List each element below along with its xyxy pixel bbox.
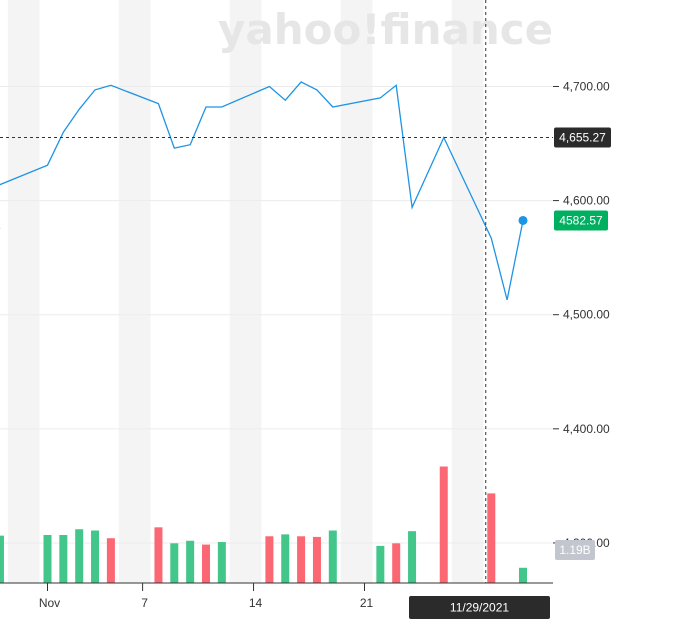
x-tick-label: Nov: [39, 596, 60, 610]
x-tick-label: 21: [360, 596, 374, 610]
volume-bar: [154, 527, 163, 583]
x-axis-ticks: Nov 7 14 21: [39, 583, 374, 610]
volume-label-bg: [555, 540, 595, 560]
y-axis-ticks: 4,700.004,600.004,500.004,400.004,300.00: [553, 79, 610, 550]
last-price-label-bg: [554, 210, 608, 231]
volume-bar: [0, 535, 4, 583]
weekend-band: [340, 0, 373, 583]
volume-bar: [186, 540, 195, 583]
volume-bar: [392, 543, 401, 583]
volume-bar: [439, 466, 448, 583]
volume-bar: [312, 536, 321, 583]
volume-bar: [487, 493, 496, 583]
weekend-bands: [7, 0, 484, 583]
weekend-band: [118, 0, 151, 583]
volume-bar: [281, 534, 290, 583]
volume-bar: [265, 536, 274, 583]
volume-bar: [408, 531, 417, 583]
price-line: [0, 81, 524, 301]
crosshair-price-label-bg: [554, 127, 611, 148]
volume-bar: [170, 543, 179, 583]
last-price-label: 4582.57: [559, 213, 603, 227]
volume-bar: [43, 535, 52, 583]
volume-bar: [376, 545, 385, 583]
y-tick-label: 4,700.00: [563, 79, 610, 93]
weekend-band: [7, 0, 40, 583]
volume-bar: [59, 535, 68, 583]
volume-bar: [519, 567, 527, 583]
crosshair-price-label: 4,655.27: [559, 131, 606, 145]
last-price-dot: [518, 215, 528, 225]
weekend-band: [229, 0, 262, 583]
y-tick-label: 4,600.00: [563, 194, 610, 208]
weekend-band: [451, 0, 484, 583]
volume-bars: [0, 466, 527, 583]
price-badges: 4,655.27 4582.57 1.19B 11/29/2021: [409, 127, 611, 619]
crosshair-date-label-bg: [409, 596, 550, 619]
volume-bar: [297, 536, 306, 583]
volume-bar: [106, 538, 115, 583]
yahoo-finance-watermark: yahoo!finance: [218, 5, 553, 54]
volume-bar: [217, 542, 226, 583]
volume-bar: [328, 530, 337, 583]
crosshair-date-label: 11/29/2021: [450, 601, 509, 615]
volume-bar: [91, 530, 100, 583]
y-tick-label: 4,400.00: [563, 422, 610, 436]
x-tick-label: 7: [141, 596, 148, 610]
volume-bar: [75, 529, 84, 583]
crosshair: [0, 0, 553, 583]
y-tick-label: 4,500.00: [563, 308, 610, 322]
volume-label: 1.19B: [559, 543, 590, 557]
x-tick-label: 14: [249, 596, 263, 610]
volume-bar: [202, 544, 210, 583]
